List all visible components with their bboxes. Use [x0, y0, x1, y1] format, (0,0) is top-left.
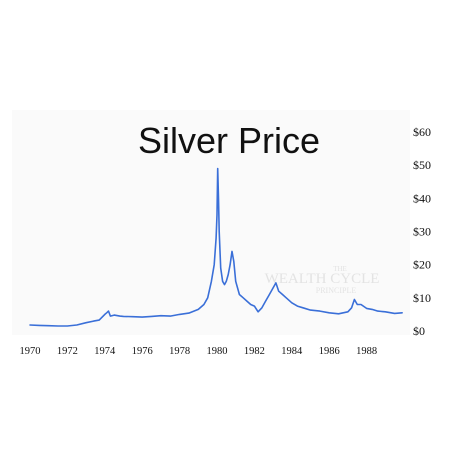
watermark-line3: PRINCIPLE [316, 286, 357, 295]
y-tick-label: $10 [413, 291, 431, 305]
x-tick-label: 1978 [169, 346, 190, 357]
watermark-line2: WEALTH CYCLE [265, 271, 380, 287]
x-tick-label: 1976 [132, 346, 153, 357]
chart-title: Silver Price [138, 120, 320, 161]
x-tick-label: 1974 [94, 346, 116, 357]
x-tick-label: 1972 [57, 346, 78, 357]
x-tick-label: 1980 [207, 346, 228, 357]
x-tick-label: 1986 [319, 346, 340, 357]
y-tick-label: $0 [413, 324, 425, 338]
y-axis: $0 $10 $20 $30 $40 $50 $60 [413, 125, 431, 338]
x-axis: 1970 1972 1974 1976 1978 1980 1982 1984 1986 1988 [20, 346, 378, 357]
y-tick-label: $60 [413, 125, 431, 139]
y-tick-label: $20 [413, 258, 431, 272]
x-tick-label: 1988 [356, 346, 377, 357]
x-tick-label: 1982 [244, 346, 265, 357]
y-tick-label: $30 [413, 225, 431, 239]
y-tick-label: $50 [413, 158, 431, 172]
x-tick-label: 1970 [20, 346, 41, 357]
y-tick-label: $40 [413, 191, 431, 205]
x-tick-label: 1984 [281, 346, 303, 357]
